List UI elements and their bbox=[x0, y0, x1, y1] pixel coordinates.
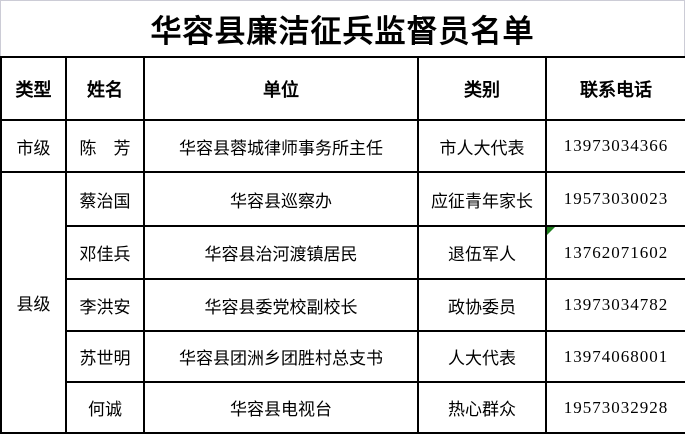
table-row: 县级 蔡治国 华容县巡察办 应征青年家长 19573030023 bbox=[0, 171, 685, 434]
name-cell[interactable]: 何诚 bbox=[65, 381, 145, 434]
name-cell[interactable]: 邓佳兵 bbox=[65, 225, 145, 280]
category-cell[interactable]: 热心群众 bbox=[417, 381, 547, 434]
supervisor-table: 类型 姓名 单位 类别 联系电话 市级 陈 芳 华容县蓉城律师事务所主任 市人大… bbox=[0, 56, 685, 434]
table-row: 邓佳兵 华容县治河渡镇居民 退伍军人 13762071602 bbox=[1, 225, 685, 280]
phone-value: 13762071602 bbox=[563, 242, 669, 262]
header-unit: 单位 bbox=[143, 56, 419, 121]
phone-cell[interactable]: 13974068001 bbox=[545, 330, 685, 383]
category-cell[interactable]: 退伍军人 bbox=[417, 225, 547, 280]
unit-cell[interactable]: 华容县巡察办 bbox=[143, 171, 419, 227]
category-cell[interactable]: 人大代表 bbox=[417, 330, 547, 383]
header-phone: 联系电话 bbox=[545, 56, 685, 121]
phone-cell[interactable]: 19573032928 bbox=[545, 381, 685, 434]
unit-cell[interactable]: 华容县委党校副校长 bbox=[143, 278, 419, 332]
unit-cell[interactable]: 华容县电视台 bbox=[143, 381, 419, 434]
phone-cell[interactable]: 13973034782 bbox=[545, 278, 685, 332]
header-name: 姓名 bbox=[65, 56, 145, 121]
unit-cell[interactable]: 华容县团洲乡团胜村总支书 bbox=[143, 330, 419, 383]
category-cell[interactable]: 应征青年家长 bbox=[417, 171, 547, 227]
header-row: 类型 姓名 单位 类别 联系电话 bbox=[0, 56, 685, 121]
table-row: 李洪安 华容县委党校副校长 政协委员 13973034782 bbox=[1, 278, 685, 332]
phone-cell[interactable]: 13973034366 bbox=[545, 119, 685, 173]
name-cell[interactable]: 陈 芳 bbox=[65, 119, 145, 173]
phone-cell[interactable]: 13762071602 bbox=[545, 225, 685, 280]
header-category: 类别 bbox=[417, 56, 547, 121]
name-cell[interactable]: 蔡治国 bbox=[65, 171, 145, 227]
header-type: 类型 bbox=[0, 56, 67, 121]
table-row: 市级 陈 芳 华容县蓉城律师事务所主任 市人大代表 13973034366 bbox=[0, 119, 685, 173]
table-row: 何诚 华容县电视台 热心群众 19573032928 bbox=[1, 381, 685, 434]
page-title: 华容县廉洁征兵监督员名单 bbox=[150, 14, 535, 49]
type-cell-county[interactable]: 县级 bbox=[0, 171, 67, 434]
cell-error-indicator-icon bbox=[548, 228, 555, 235]
name-cell[interactable]: 李洪安 bbox=[65, 278, 145, 332]
table-row: 苏世明 华容县团洲乡团胜村总支书 人大代表 13974068001 bbox=[1, 330, 685, 383]
unit-cell[interactable]: 华容县治河渡镇居民 bbox=[143, 225, 419, 280]
unit-cell[interactable]: 华容县蓉城律师事务所主任 bbox=[143, 119, 419, 173]
category-cell[interactable]: 政协委员 bbox=[417, 278, 547, 332]
name-cell[interactable]: 苏世明 bbox=[65, 330, 145, 383]
type-cell-city[interactable]: 市级 bbox=[0, 119, 67, 173]
table-title-cell: 华容县廉洁征兵监督员名单 bbox=[0, 0, 685, 56]
category-cell[interactable]: 市人大代表 bbox=[417, 119, 547, 173]
phone-cell[interactable]: 19573030023 bbox=[545, 171, 685, 227]
